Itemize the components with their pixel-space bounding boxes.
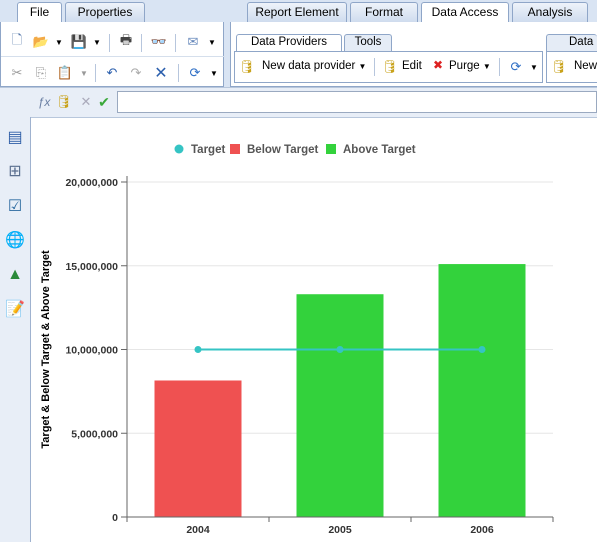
bar-above-target — [296, 294, 384, 517]
separator — [95, 64, 96, 82]
new-data-provider-button[interactable]: New data provider ▼ — [262, 60, 366, 72]
cut-icon[interactable]: ✂ — [11, 65, 23, 80]
purge-icon: ✖ — [432, 58, 444, 72]
chevron-down-icon[interactable]: ▼ — [210, 68, 218, 78]
left-tab-row: File Properties — [0, 0, 224, 23]
open-folder-icon[interactable]: 📂 — [32, 34, 50, 49]
subtab-tools[interactable]: Tools — [344, 34, 392, 51]
legend-marker-above-target — [326, 144, 336, 154]
input-controls-icon[interactable]: ☑ — [7, 198, 23, 215]
chevron-down-icon[interactable]: ▼ — [55, 37, 63, 47]
new-button[interactable]: New — [574, 60, 597, 72]
chevron-down-icon[interactable]: ▼ — [208, 37, 216, 47]
chevron-down-icon: ▼ — [482, 62, 491, 71]
row-divider — [1, 56, 225, 57]
mail-icon[interactable]: ✉ — [187, 34, 199, 49]
legend-marker-below-target — [230, 144, 240, 154]
tab-analysis[interactable]: Analysis — [512, 2, 588, 22]
bar-line-chart: 0 5,000,000 10,000,000 15,000,000 20,000,000… — [40, 144, 554, 536]
chevron-down-icon[interactable]: ▼ — [93, 37, 101, 47]
formula-icon[interactable]: ƒx — [37, 95, 51, 109]
legend-label: Above Target — [343, 144, 416, 156]
separator — [175, 34, 176, 52]
chevron-down-icon: ▼ — [358, 62, 367, 71]
y-axis-title: Target & Below Target & Above Target — [40, 250, 52, 449]
x-tick-label: 2004 — [186, 524, 210, 536]
y-tick-label: 10,000,000 — [65, 345, 118, 357]
separator — [374, 58, 375, 76]
tab-file[interactable]: File — [17, 2, 62, 23]
separator — [141, 34, 142, 52]
cancel-icon[interactable]: ✕ — [80, 94, 92, 109]
validate-check-icon[interactable]: ✔ — [98, 93, 110, 110]
refresh-icon[interactable]: ⟳ — [510, 59, 522, 74]
delete-icon[interactable]: ✕ — [154, 65, 168, 82]
purge-label: Purge — [449, 60, 480, 72]
data-providers-panel: 🛢 New data provider ▼ 🛢 Edit ✖ Purge ▼ ⟳… — [234, 51, 543, 83]
separator — [499, 58, 500, 76]
right-tab-row: Report Element Format Data Access Analys… — [230, 0, 597, 23]
undo-icon[interactable]: ↶ — [106, 65, 118, 80]
y-tick-label: 0 — [112, 512, 118, 524]
tab-format[interactable]: Format — [350, 2, 418, 22]
x-tick-label: 2005 — [328, 524, 352, 536]
bar-below-target — [154, 380, 242, 517]
tab-report-element[interactable]: Report Element — [247, 2, 347, 22]
edit-database-icon: 🛢 — [381, 59, 399, 74]
find-binoculars-icon[interactable]: 👓 — [150, 34, 168, 49]
redo-icon[interactable]: ↷ — [130, 65, 142, 80]
copy-icon[interactable]: ⎘ — [35, 65, 47, 80]
y-tick-label: 5,000,000 — [71, 428, 118, 440]
target-point — [478, 346, 486, 353]
target-point — [336, 346, 344, 353]
separator — [109, 34, 110, 52]
variable-icon[interactable]: 🛢 — [55, 94, 73, 109]
x-tick-label: 2006 — [470, 524, 494, 536]
paste-icon[interactable]: 📋 — [56, 65, 74, 80]
new-object-icon: 🛢 — [550, 59, 568, 74]
left-sidebar: ▤ ⊞ ☑ 🌐 ▲ 📝 — [0, 117, 31, 542]
y-tick-label: 20,000,000 — [65, 177, 118, 189]
legend-label: Target — [191, 144, 225, 156]
edit-button[interactable]: Edit — [402, 60, 422, 72]
new-data-provider-label: New data provider — [262, 60, 356, 72]
tab-properties[interactable]: Properties — [65, 2, 145, 22]
left-toolbar-panel: 🗋 📂 ▼ 💾 ▼ 🖶 👓 ✉ ▼ ✂ ⎘ 📋 ▼ ↶ ↷ ✕ ⟳ ▼ — [0, 22, 225, 87]
new-document-icon[interactable]: 🗋 — [11, 32, 23, 47]
subtab-data[interactable]: Data — [546, 34, 597, 51]
navigation-tree-icon[interactable]: ⊞ — [8, 163, 22, 180]
target-point — [194, 346, 202, 353]
subtab-data-providers[interactable]: Data Providers — [236, 34, 342, 52]
data-panel: 🛢 New — [546, 51, 597, 83]
legend-label: Below Target — [247, 144, 319, 156]
y-tick-label: 15,000,000 — [65, 261, 118, 273]
chevron-down-icon[interactable]: ▼ — [80, 68, 88, 78]
database-icon: 🛢 — [238, 59, 256, 74]
chart-area: 0 5,000,000 10,000,000 15,000,000 20,000,000… — [31, 117, 597, 542]
ribbon: File Properties 🗋 📂 ▼ 💾 ▼ 🖶 👓 ✉ ▼ ✂ ⎘ 📋 … — [0, 0, 597, 87]
purge-button[interactable]: Purge ▼ — [449, 60, 491, 72]
tab-data-access[interactable]: Data Access — [421, 2, 509, 23]
data-chart-icon[interactable]: ▲ — [7, 266, 23, 283]
web-service-globe-icon[interactable]: 🌐 — [5, 232, 25, 249]
document-edit-icon[interactable]: 📝 — [5, 301, 25, 318]
legend-marker-target — [174, 144, 184, 154]
formula-input[interactable] — [117, 91, 597, 113]
document-structure-icon[interactable]: ▤ — [7, 129, 23, 146]
separator — [178, 64, 179, 82]
print-icon[interactable]: 🖶 — [119, 32, 133, 47]
chevron-down-icon[interactable]: ▼ — [530, 62, 538, 72]
refresh-icon[interactable]: ⟳ — [189, 65, 201, 80]
save-icon[interactable]: 💾 — [70, 34, 88, 49]
bar-above-target — [438, 264, 526, 517]
